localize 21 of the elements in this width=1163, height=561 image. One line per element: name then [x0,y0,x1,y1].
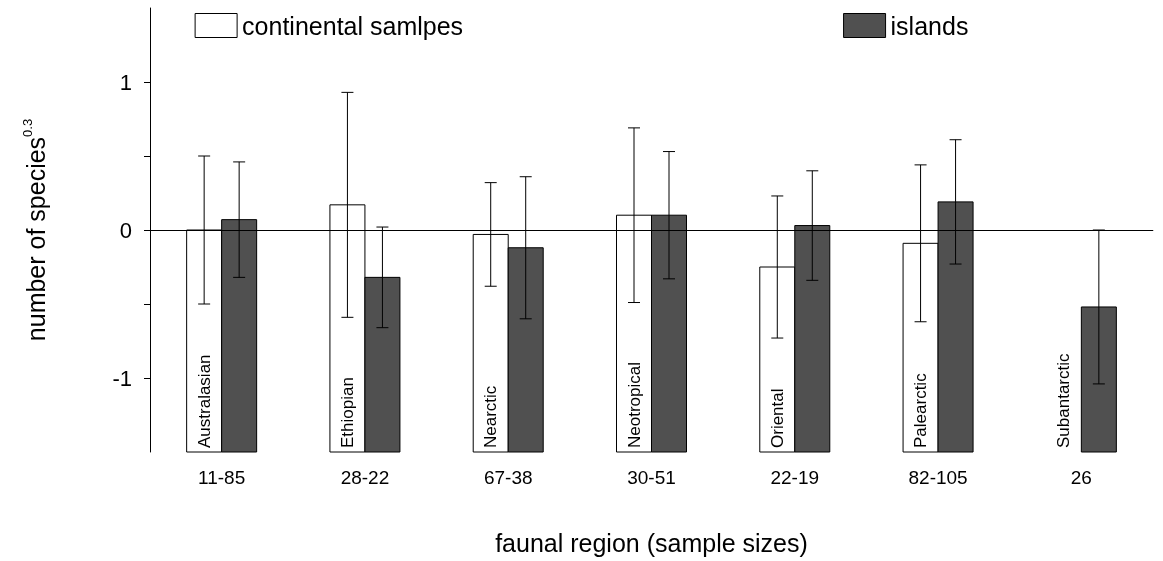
annotation: Ethiopian [337,377,357,448]
annotation: Subantarctic [1054,353,1074,448]
annotation: Nearctic [481,385,501,448]
annotation: Palearctic [911,372,931,448]
annotation: Neotropical [624,362,644,448]
x-tick-label: 30-51 [627,467,676,488]
legend-label: islands [890,11,969,40]
x-tick-label: 67-38 [483,467,533,488]
x-tick-label: 22-19 [770,467,820,488]
x-axis-title: faunal region (sample sizes) [495,528,808,557]
x-tick-label: 28-22 [340,467,390,488]
y-tick-label: 1 [119,69,132,95]
annotation: Australasian [194,354,214,448]
x-tick-label: 11-85 [198,467,246,488]
annotation: Oriental [767,388,787,448]
x-tick-label: 26 [1070,467,1092,488]
y-tick-label: -1 [112,365,132,391]
y-axis-title: number of species0.3 [20,118,50,342]
legend-label: continental samlpes [242,11,464,40]
y-tick-label: 0 [119,217,132,243]
x-tick-label: 82-105 [908,467,968,488]
